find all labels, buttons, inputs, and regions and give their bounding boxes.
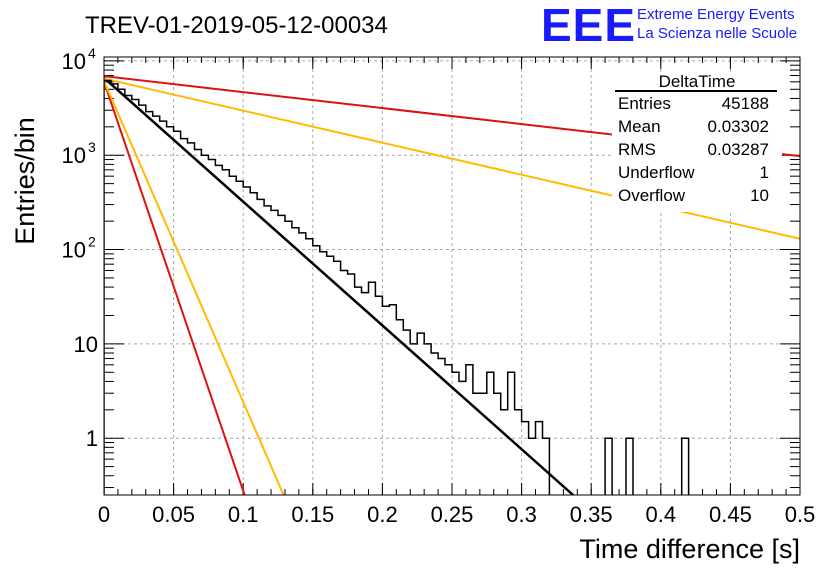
histogram <box>104 79 690 495</box>
x-tick-label: 0.1 <box>228 502 259 527</box>
x-tick-label: 0 <box>98 502 110 527</box>
stats-rows: Entries 45188 Mean 0.03302 RMS 0.03287 Underfl… <box>618 94 769 205</box>
stats-background <box>612 75 782 212</box>
stats-label: RMS <box>618 140 656 159</box>
y-tick-label: 10 <box>62 143 86 168</box>
x-tick-label: 0.3 <box>506 502 537 527</box>
y-tick-exponent: 4 <box>88 45 96 61</box>
x-tick-label: 0.4 <box>646 502 677 527</box>
y-tick-label: 10 <box>74 332 98 357</box>
x-tick-label: 0.5 <box>785 502 816 527</box>
eee-logo: EEE Extreme Energy Events La Scienza nel… <box>541 0 797 51</box>
plot-frame <box>103 56 801 496</box>
fit-line <box>104 77 800 240</box>
stats-value: 45188 <box>722 94 769 113</box>
stats-value: 1 <box>760 163 769 182</box>
x-tick-label: 0.05 <box>152 502 195 527</box>
stats-box: DeltaTime Entries 45188 Mean 0.03302 RMS 0.03… <box>612 72 782 212</box>
x-tick-label: 0.2 <box>367 502 398 527</box>
logo-line-1: Extreme Energy Events <box>637 6 795 23</box>
stats-title: DeltaTime <box>659 72 736 91</box>
y-tick-exponent: 3 <box>88 139 96 155</box>
x-axis-label: Time difference [s] <box>579 534 800 564</box>
y-tick-label: 10 <box>62 49 86 74</box>
logo-mark: EEE <box>541 0 636 51</box>
stats-value: 10 <box>750 186 769 205</box>
fit-line <box>104 80 285 495</box>
y-tick-exponent: 2 <box>88 234 96 250</box>
x-axis-ticks: 0 0.05 0.1 0.15 0.2 0.25 0.3 0.35 0.4 0.45 0.5 <box>98 57 815 527</box>
x-tick-label: 0.35 <box>570 502 613 527</box>
x-tick-label: 0.25 <box>431 502 474 527</box>
x-tick-label: 0.15 <box>291 502 334 527</box>
fit-line <box>104 81 246 495</box>
histogram-outline <box>104 79 690 495</box>
y-axis-label: Entries/bin <box>10 117 40 245</box>
stats-label: Overflow <box>618 186 686 205</box>
y-tick-label: 10 <box>62 238 86 263</box>
logo-line-2: La Scienza nelle Scuole <box>637 25 797 42</box>
y-tick-label: 1 <box>86 426 98 451</box>
stats-label: Underflow <box>618 163 695 182</box>
stats-value: 0.03287 <box>708 140 769 159</box>
stats-label: Entries <box>618 94 671 113</box>
x-tick-label: 0.45 <box>709 502 752 527</box>
fit-line <box>104 76 574 495</box>
stats-label: Mean <box>618 117 661 136</box>
stats-value: 0.03302 <box>708 117 769 136</box>
chart-title: TREV-01-2019-05-12-00034 <box>85 12 388 39</box>
